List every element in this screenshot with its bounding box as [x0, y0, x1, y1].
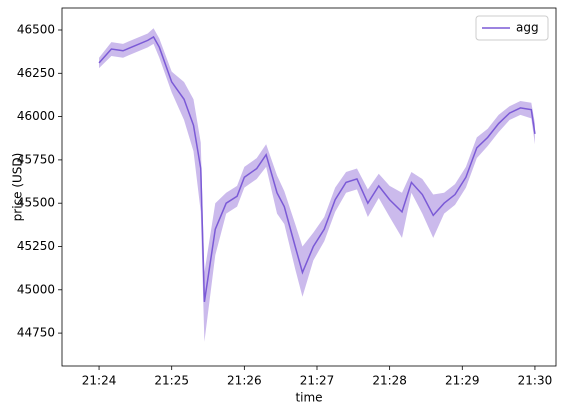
confidence-band: [99, 28, 535, 342]
x-tick-label: 21:24: [82, 374, 117, 388]
y-tick-label: 45250: [17, 239, 55, 253]
y-tick-label: 45000: [17, 282, 55, 296]
x-tick-label: 21:26: [227, 374, 262, 388]
legend-box: [475, 15, 549, 41]
plot-frame: [61, 7, 557, 367]
x-tick-label: 21:25: [154, 374, 189, 388]
x-axis-label: time: [295, 391, 322, 405]
y-tick-label: 46250: [17, 66, 55, 80]
x-tick-label: 21:27: [300, 374, 335, 388]
y-tick-label: 45750: [17, 152, 55, 166]
x-tick-label: 21:29: [445, 374, 480, 388]
y-tick-label: 46000: [17, 109, 55, 123]
x-tick-label: 21:28: [372, 374, 407, 388]
x-tick-label: 21:30: [518, 374, 553, 388]
line: [98, 35, 536, 303]
y-tick-label: 45500: [17, 196, 55, 210]
y-tick-label: 44750: [17, 326, 55, 340]
y-tick-label: 46500: [17, 22, 55, 36]
y-axis-label: price (USD): [11, 153, 25, 222]
legend-label: agg: [516, 21, 539, 35]
